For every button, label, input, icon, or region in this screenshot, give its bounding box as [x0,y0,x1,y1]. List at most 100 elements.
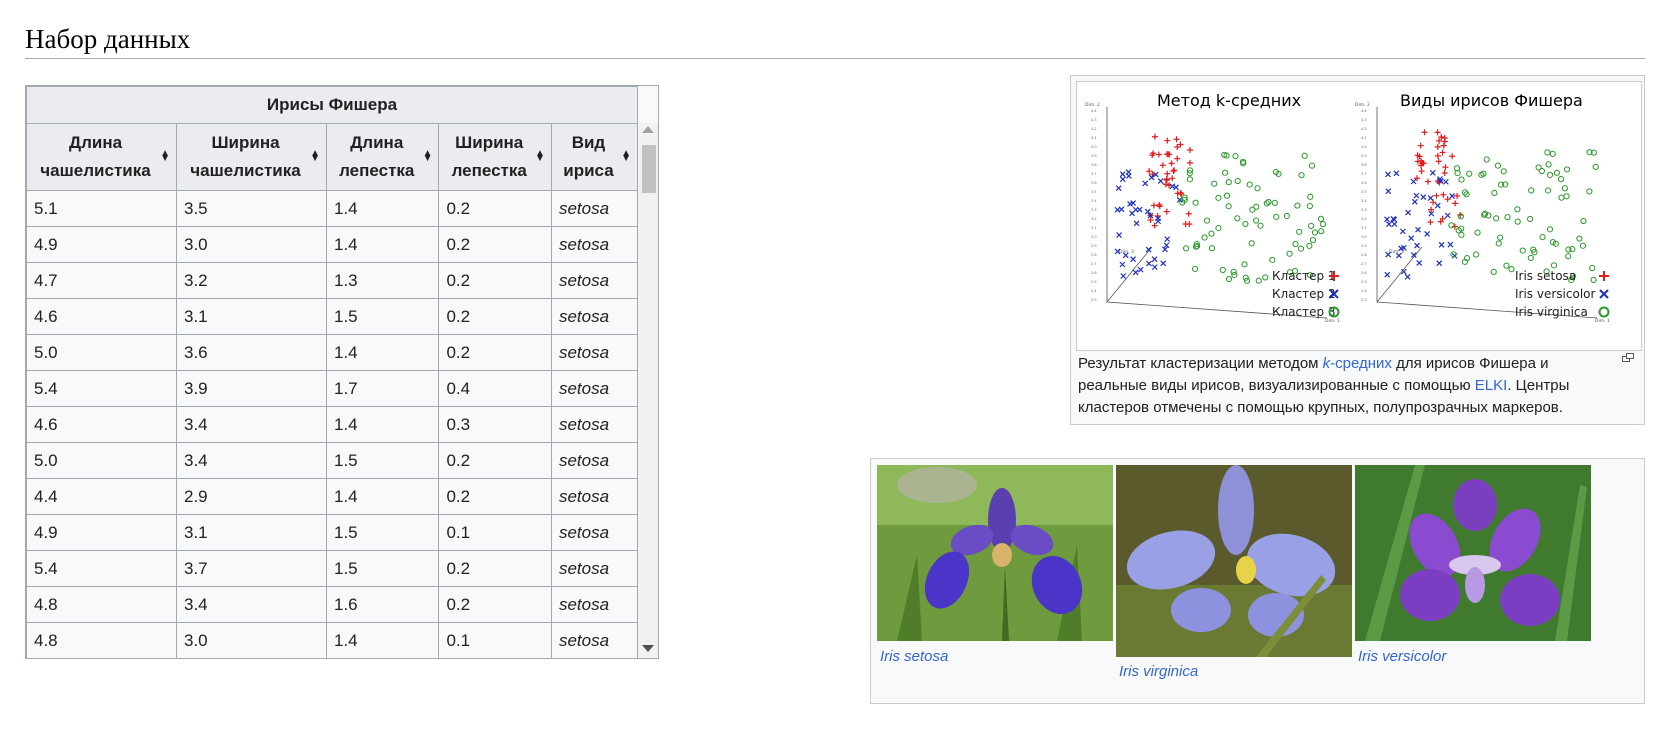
point-red [1151,222,1158,229]
point-green [1318,228,1325,235]
tick-label: 2.8 [1091,253,1097,257]
tick-label: 3.1 [1361,226,1367,230]
point-green [1225,203,1232,210]
sort-icon[interactable]: ▲ ▼ [621,148,631,164]
point-blue [1146,260,1152,267]
table-scrollbar[interactable] [638,123,658,658]
gallery-caption-setosa[interactable]: Iris setosa [880,648,949,665]
iris-gallery: Iris setosa Iris virginica Ir [870,458,1645,704]
measurement-cell: 1.4 [325,406,440,443]
kmeans-link[interactable]: k-средних [1322,355,1392,372]
point-green [1543,268,1550,275]
measurement-cell: 0.2 [438,442,552,479]
point-green [1448,222,1455,229]
iris-table-container: Ирисы Фишера Длина чашелистика ▲ ▼ Ширина чаш… [25,85,659,659]
point-blue [1393,170,1400,177]
iris-versicolor-photo[interactable] [1355,465,1591,641]
point-blue [1449,193,1456,199]
point-green [1254,185,1261,192]
measurement-cell: 3.1 [176,298,327,335]
gallery-caption-versicolor[interactable]: Iris versicolor [1358,648,1447,665]
table-row: 4.9 3.1 1.5 0.1 setosa [26,514,639,551]
sort-icon[interactable]: ▲ ▼ [160,148,170,164]
point-green [1535,164,1542,171]
tick-label: 3.8 [1091,163,1097,167]
point-red [1441,169,1448,176]
scroll-thumb[interactable] [642,145,656,193]
enlarge-icon[interactable] [1622,353,1634,362]
tick-label: 2.5 [1091,280,1097,284]
sort-icon[interactable]: ▲ ▼ [310,148,320,164]
measurement-cell: 4.8 [26,586,177,623]
legend-label: Кластер 1 [1272,269,1336,283]
point-red [1146,168,1153,175]
scroll-down-arrow-icon[interactable] [642,645,654,652]
point-blue [1429,169,1436,176]
point-red [1421,129,1428,136]
point-blue [1176,196,1183,203]
point-green [1589,265,1596,272]
point-blue [1420,194,1427,200]
point-green [1592,163,1599,171]
point-red [1428,206,1435,213]
column-header-4[interactable]: Ширина лепестка ▲ ▼ [438,123,552,191]
iris-virginica-photo[interactable] [1116,465,1352,657]
tick-label: 4.2 [1361,127,1367,131]
tick-label: 3.5 [1361,190,1367,194]
tick-label: 3.3 [1361,208,1367,212]
gallery-caption-virginica[interactable]: Iris virginica [1119,663,1199,680]
point-green [1286,269,1294,276]
species-cell: setosa [550,586,639,623]
point-green [1286,250,1293,257]
point-green [1450,251,1457,258]
point-green [1242,274,1249,281]
scatter-plots: 4.4 4.3 4.2 4.1 4.0 3.9 3.8 3.7 3.6 3.5 3.4 3.3 3.2 3… [1085,102,1610,324]
tick-label: 4.4 [1361,109,1367,113]
scroll-up-arrow-icon[interactable] [642,126,654,133]
point-blue [1145,246,1152,253]
point-red [1427,219,1434,226]
point-green [1545,161,1552,168]
measurement-cell: 3.0 [176,226,327,263]
elki-link[interactable]: ELKI [1474,377,1508,394]
point-blue [1413,192,1420,199]
table-row: 5.4 3.7 1.5 0.2 setosa [26,550,639,587]
iris-setosa-photo[interactable] [877,465,1113,641]
table-row: 5.4 3.9 1.7 0.4 setosa [26,370,639,407]
point-green [1586,188,1593,195]
tick-label: 3.6 [1091,181,1097,185]
sort-icon[interactable]: ▲ ▼ [535,148,545,164]
point-red [1440,191,1447,198]
point-blue [1428,210,1435,217]
measurement-cell: 0.2 [438,226,552,263]
column-header-2[interactable]: Ширина чашелистика ▲ ▼ [176,123,327,191]
point-red [1414,158,1421,165]
caption-text-3: . Центры кластеров отмечены с помощью кр… [1078,377,1570,416]
table-row: 4.7 3.2 1.3 0.2 setosa [26,262,639,299]
point-green [1223,192,1231,199]
point-blue [1414,242,1420,249]
sort-icon[interactable]: ▲ ▼ [422,148,433,164]
point-green [1580,217,1587,225]
point-green [1461,189,1469,196]
point-green [1497,234,1504,241]
point-blue [1385,188,1392,195]
column-header-5[interactable]: Вид ириса ▲ ▼ [550,123,639,191]
column-header-3[interactable]: Длина лепестка ▲ ▼ [325,123,440,191]
column-header-1[interactable]: Длина чашелистика ▲ ▼ [26,123,177,191]
point-green [1463,255,1471,262]
point-blue [1127,200,1133,207]
clustering-chart-image[interactable]: 4.4 4.3 4.2 4.1 4.0 3.9 3.8 3.7 3.6 3.5 3.4 3.3 3.2 3… [1076,81,1642,351]
tick-label: 3.4 [1361,199,1367,203]
point-blue [1408,235,1415,242]
point-green [1271,199,1278,206]
point-blue [1164,236,1171,243]
tick-label: 3.4 [1091,199,1097,203]
point-green [1466,170,1473,177]
point-red [1449,153,1456,160]
point-green [1186,170,1193,177]
measurement-cell: 4.9 [26,514,177,551]
tick-label: 4.4 [1091,109,1097,113]
point-blue [1390,216,1397,222]
point-blue [1415,226,1421,233]
